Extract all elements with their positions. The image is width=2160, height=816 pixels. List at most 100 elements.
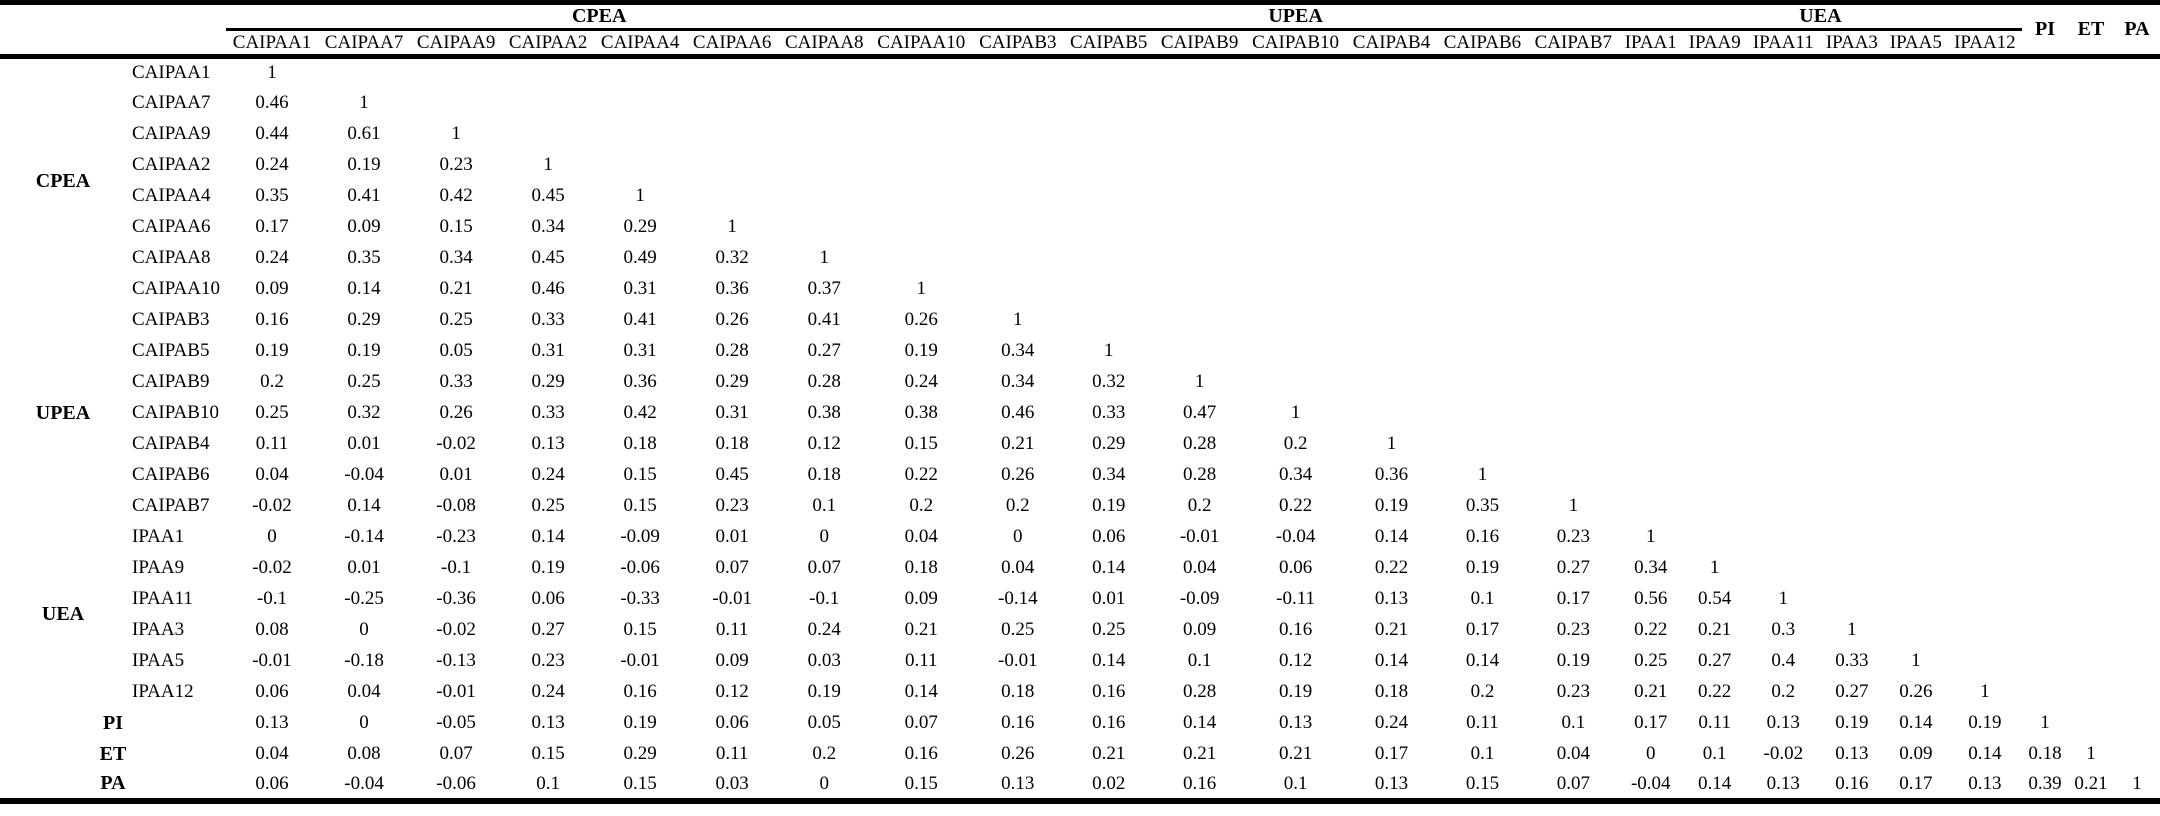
row-group-label-cpea: CPEA: [35, 170, 91, 193]
empty-cell: [1063, 119, 1154, 150]
column-header-caipaa8: CAIPAA8: [778, 29, 871, 59]
column-header-ipaa9: IPAA9: [1682, 29, 1747, 59]
value-cell: 0.29: [531, 371, 565, 392]
empty-cell: [1528, 212, 1619, 243]
value-cell: 0.2: [812, 743, 837, 764]
value-cell: 0.05: [807, 712, 841, 733]
column-header-caipaa2: CAIPAA2: [502, 29, 595, 59]
value-cell: -0.1: [441, 557, 472, 578]
empty-cell: [1683, 522, 1747, 553]
value-cell: 0.14: [1968, 743, 2002, 764]
empty-cell: [1747, 429, 1820, 460]
value-cell: 0.33: [531, 402, 565, 423]
row-label-caipaa7: CAIPAA7: [132, 92, 211, 113]
value-cell: 0.17: [1634, 712, 1668, 733]
value-cell: 0.24: [904, 371, 938, 392]
value-cell: 0.26: [715, 309, 749, 330]
empty-cell: [1884, 398, 1948, 429]
value-cell: -0.04: [344, 464, 384, 485]
empty-cell: [1528, 367, 1619, 398]
empty-cell: [1437, 57, 1528, 88]
value-cell: 0.32: [1092, 371, 1126, 392]
value-cell: 0.33: [531, 309, 565, 330]
value-cell: 0.01: [347, 557, 381, 578]
empty-cell: [870, 181, 972, 212]
column-header-caipaa4: CAIPAA4: [594, 29, 687, 59]
empty-cell: [1154, 243, 1245, 274]
empty-cell: [2022, 553, 2068, 584]
empty-cell: [1747, 119, 1820, 150]
empty-cell: [2114, 491, 2160, 522]
empty-cell: [1747, 243, 1820, 274]
empty-cell: [2068, 212, 2114, 243]
empty-cell: [2022, 646, 2068, 677]
value-cell: 0.14: [1465, 650, 1500, 671]
table-row: PI 0.13 0 -0.05 0.13 0.19 0.06 0.05 0.07 0.16 0.16…: [0, 708, 2160, 739]
empty-cell: [1948, 88, 2022, 119]
empty-cell: [972, 274, 1063, 305]
column-header-caipab9: CAIPAB9: [1154, 29, 1246, 59]
empty-cell: [686, 150, 778, 181]
empty-cell: [778, 119, 870, 150]
value-cell: 0.14: [904, 681, 938, 702]
value-cell: 0.06: [255, 681, 289, 702]
empty-cell: [1063, 181, 1154, 212]
empty-cell: [1820, 460, 1884, 491]
empty-cell: [1820, 119, 1884, 150]
value-cell: 0.03: [807, 650, 841, 671]
empty-cell: [1619, 57, 1683, 88]
value-cell: 0.14: [347, 495, 381, 516]
table-row: CAIPAA8 0.24 0.35 0.34 0.45 0.49 0.32 1: [0, 243, 2160, 274]
table-body: CPEA CAIPAA1 1 CAIPAA7 0.46 1 CAIPAA9 0.44 0.61 1…: [0, 57, 2160, 804]
value-cell: 0.2: [1470, 681, 1495, 702]
empty-cell: [1245, 367, 1346, 398]
header-group-row: CPEA UPEA UEA PI ET PA: [0, 2, 2160, 59]
empty-cell: [2068, 491, 2114, 522]
value-cell: 0.15: [594, 769, 687, 804]
value-cell: 0.28: [715, 340, 749, 361]
empty-cell: [1948, 522, 2022, 553]
value-cell: 0.18: [1001, 681, 1035, 702]
empty-cell: [2068, 708, 2114, 739]
empty-cell: [1884, 88, 1948, 119]
value-cell: -0.05: [436, 712, 476, 733]
value-cell: 0.24: [807, 619, 841, 640]
empty-cell: [2114, 708, 2160, 739]
empty-cell: [1884, 367, 1948, 398]
empty-cell: [2068, 677, 2114, 708]
value-cell: 0.31: [623, 278, 657, 299]
value-cell: 0.08: [255, 619, 289, 640]
empty-cell: [2022, 181, 2068, 212]
value-cell: 0.04: [1001, 557, 1035, 578]
value-cell: 0.32: [347, 402, 381, 423]
value-cell: 0.03: [686, 769, 779, 804]
empty-cell: [1948, 584, 2022, 615]
value-cell: 0.09: [1182, 619, 1217, 640]
empty-cell: [972, 88, 1063, 119]
empty-cell: [1820, 243, 1884, 274]
empty-cell: [1884, 460, 1948, 491]
empty-cell: [2068, 429, 2114, 460]
value-cell: 0.31: [623, 340, 657, 361]
value-cell: 0.11: [715, 743, 749, 764]
value-cell: 0.25: [439, 309, 473, 330]
empty-cell: [1528, 243, 1619, 274]
empty-cell: [1820, 553, 1884, 584]
row-label-caipaa10: CAIPAA10: [132, 278, 220, 299]
empty-cell: [2114, 119, 2160, 150]
empty-cell: [594, 57, 686, 88]
empty-cell: [1683, 88, 1747, 119]
empty-cell: [2068, 150, 2114, 181]
empty-cell: [1747, 460, 1820, 491]
value-cell: 0.13: [972, 769, 1064, 804]
value-cell: 0.36: [1374, 464, 1409, 485]
value-cell: -0.06: [410, 769, 503, 804]
value-cell: 0.39: [2022, 769, 2068, 804]
value-cell: 0.15: [623, 619, 657, 640]
empty-cell: [2114, 305, 2160, 336]
empty-cell: [972, 243, 1063, 274]
empty-cell: [594, 150, 686, 181]
value-cell: 0.01: [347, 433, 381, 454]
empty-cell: [1245, 212, 1346, 243]
empty-cell: [2068, 243, 2114, 274]
